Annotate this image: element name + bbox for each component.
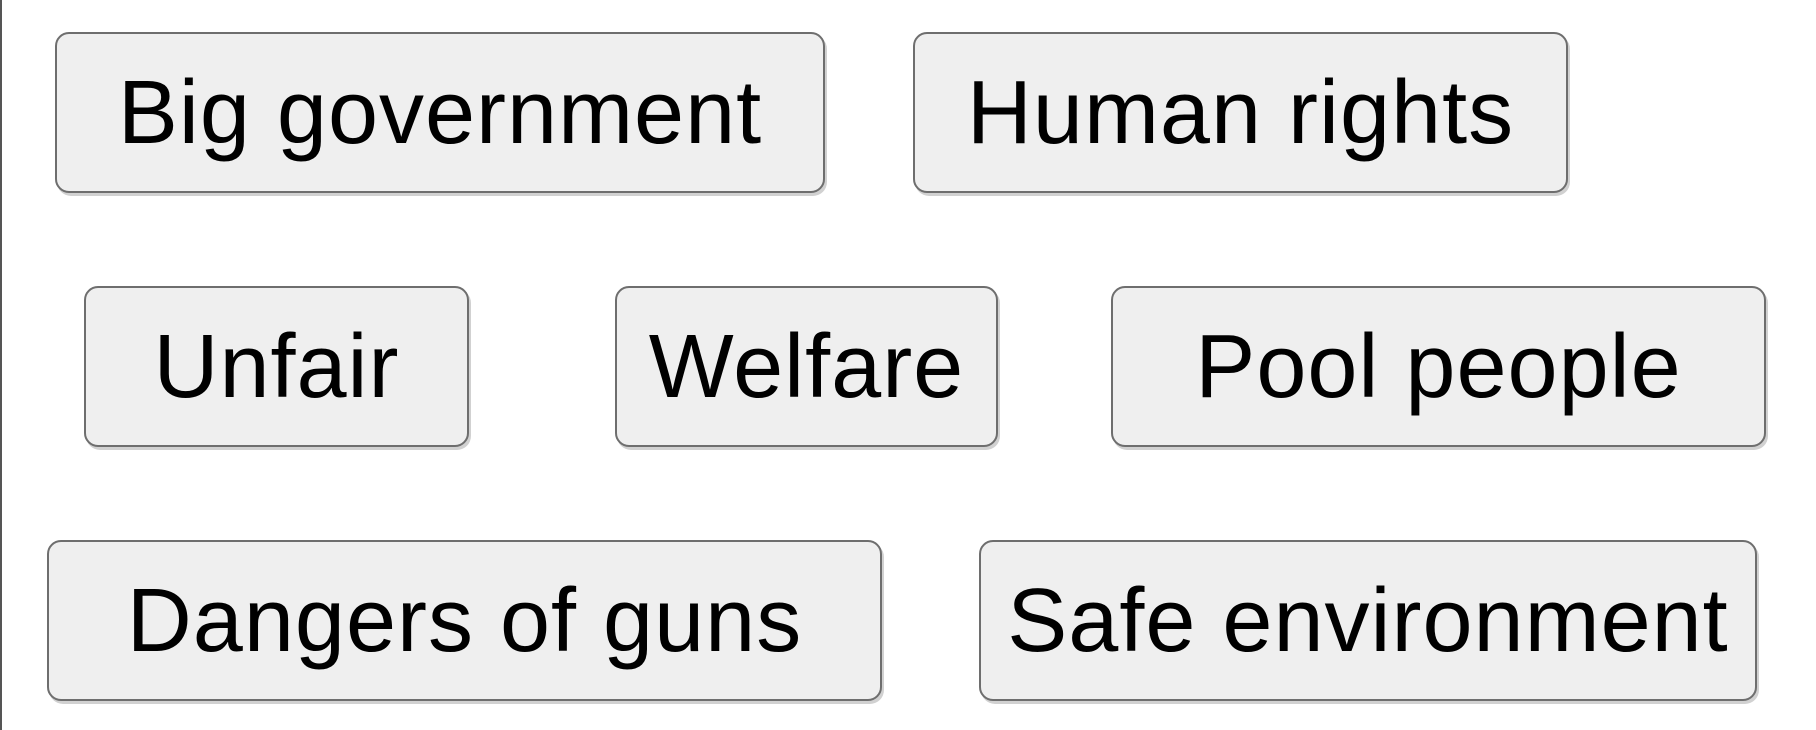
tag-big-government[interactable]: Big government	[55, 32, 825, 193]
tag-label: Human rights	[966, 62, 1515, 163]
tag-welfare[interactable]: Welfare	[615, 286, 998, 447]
tag-pool-people[interactable]: Pool people	[1111, 286, 1766, 447]
tag-label: Unfair	[153, 316, 400, 417]
tag-safe-environment[interactable]: Safe environment	[979, 540, 1757, 701]
tag-label: Dangers of guns	[126, 570, 803, 671]
tag-human-rights[interactable]: Human rights	[913, 32, 1568, 193]
tag-unfair[interactable]: Unfair	[84, 286, 469, 447]
tag-dangers-of-guns[interactable]: Dangers of guns	[47, 540, 882, 701]
tag-label: Pool people	[1195, 316, 1682, 417]
tag-label: Big government	[117, 62, 763, 163]
left-border-line	[0, 0, 2, 730]
tag-label: Safe environment	[1007, 570, 1729, 671]
tag-label: Welfare	[648, 316, 965, 417]
